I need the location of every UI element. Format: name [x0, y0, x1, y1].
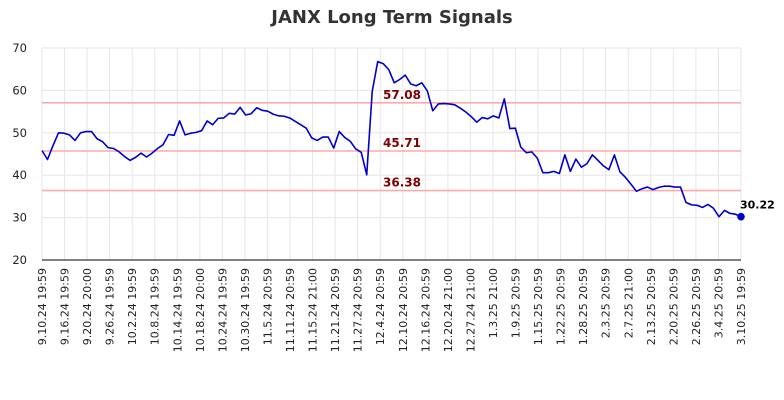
- x-tick-label: 2.3.25 20:59: [600, 268, 613, 338]
- x-tick-label: 2.7.25 21:00: [622, 268, 635, 338]
- x-tick-label: 10.18.24 20:00: [194, 268, 207, 352]
- annotations: 57.08 45.71 36.38 30.22: [383, 88, 775, 212]
- y-tick-label: 30: [12, 211, 27, 225]
- chart-title: JANX Long Term Signals: [271, 7, 513, 28]
- x-tick-label: 11.27.24 20:59: [352, 268, 365, 352]
- x-tick-label: 12.4.24 20:59: [374, 268, 387, 345]
- x-tick-label: 12.27.24 21:00: [464, 268, 477, 352]
- x-tick-label: 11.21.24 20:59: [329, 268, 342, 352]
- x-tick-label: 10.14.24 19:59: [171, 268, 184, 352]
- level-label: 36.38: [383, 176, 421, 190]
- x-tick-label: 3.4.25 20:59: [712, 268, 725, 338]
- y-tick-label: 70: [12, 41, 27, 55]
- x-tick-label: 2.20.25 20:59: [667, 268, 680, 345]
- x-tick-label: 2.13.25 20:59: [645, 268, 658, 345]
- x-tick-label: 9.10.24 19:59: [36, 268, 49, 345]
- x-tick-label: 1.22.25 20:59: [555, 268, 568, 345]
- grid: [41, 47, 742, 261]
- level-label: 45.71: [383, 136, 421, 150]
- x-tick-label: 1.15.25 20:59: [532, 268, 545, 345]
- y-tick-label: 40: [12, 168, 27, 182]
- price-series: [41, 60, 745, 221]
- x-tick-label: 3.10.25 19:59: [735, 268, 748, 345]
- y-tick-label: 60: [12, 83, 27, 97]
- x-tick-label: 2.26.25 20:59: [690, 268, 703, 345]
- last-point-marker: [737, 212, 745, 221]
- price-line: [41, 60, 742, 218]
- x-tick-label: 11.15.24 21:00: [307, 268, 320, 352]
- x-tick-label: 12.16.24 20:59: [419, 268, 432, 352]
- x-tick-label: 12.20.24 21:00: [442, 268, 455, 352]
- x-tick-label: 9.26.24 19:59: [104, 268, 117, 345]
- x-tick-label: 11.5.24 20:59: [261, 268, 274, 345]
- axes: 20 30 40 50 60 70 9.10.24 19:59 9.16.24 19:59 9.…: [12, 41, 748, 352]
- y-tick-label: 20: [12, 253, 27, 267]
- x-tick-label: 11.11.24 20:59: [284, 268, 297, 352]
- signal-levels: [42, 101, 741, 192]
- y-tick-label: 50: [12, 126, 27, 140]
- x-tick-label: 1.9.25 20:59: [510, 268, 523, 338]
- level-label: 57.08: [383, 88, 421, 102]
- x-tick-label: 9.20.24 20:00: [81, 268, 94, 345]
- x-tick-label: 9.16.24 19:59: [59, 268, 72, 345]
- x-tick-label: 1.3.25 21:00: [487, 268, 500, 338]
- x-tick-label: 12.10.24 20:59: [397, 268, 410, 352]
- x-tick-label: 10.2.24 19:59: [126, 268, 139, 345]
- x-tick-label: 10.8.24 19:59: [149, 268, 162, 345]
- last-value-label: 30.22: [740, 199, 775, 212]
- x-tick-label: 10.24.24 19:59: [216, 268, 229, 352]
- x-tick-label: 1.28.25 20:59: [577, 268, 590, 345]
- x-tick-label: 10.30.24 19:59: [239, 268, 252, 352]
